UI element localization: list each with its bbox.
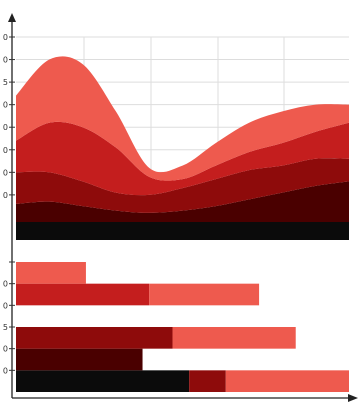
area-y-tick-label: 0 <box>3 191 8 200</box>
area-series-4 <box>16 121 349 196</box>
bar-segment-row-1-series-5 <box>225 370 349 392</box>
area-series-5 <box>16 56 349 181</box>
bar-category-label: 0 <box>3 345 8 354</box>
area-y-tick-label: 0 <box>3 146 8 155</box>
bar-segment-row-5-series-4 <box>16 283 150 306</box>
bar-segment-row-6-series-5 <box>16 262 86 284</box>
y-axis-arrow-icon <box>8 13 16 22</box>
area-series-3 <box>16 158 349 213</box>
area-chart-series <box>16 56 349 240</box>
bar-segment-row-5-series-5 <box>149 283 260 306</box>
bar-chart-bars <box>16 262 349 392</box>
area-series-1 <box>16 221 349 240</box>
tick-labels: 0 0 0 0 0 5 0 0 0 0 5 0 0 <box>3 33 15 375</box>
area-y-tick-label: 0 <box>3 123 8 132</box>
bar-category-label: 0 <box>3 301 8 310</box>
bar-segment-row-3-series-3 <box>16 327 173 349</box>
bar-category-label: 5 <box>3 323 8 332</box>
x-axis-arrow-icon <box>348 394 358 402</box>
bar-segment-row-1-series-3 <box>189 370 226 392</box>
chart-axes <box>8 13 358 402</box>
bar-segment-row-1-series-1 <box>16 370 190 392</box>
area-y-tick-label: 0 <box>3 56 8 65</box>
area-y-tick-label: 0 <box>3 168 8 177</box>
area-series-2 <box>16 181 349 222</box>
area-y-tick-label: 0 <box>3 101 8 110</box>
bar-segment-row-2-series-2 <box>16 348 143 371</box>
area-y-tick-label: 0 <box>3 33 8 42</box>
bar-category-label: 0 <box>3 366 8 375</box>
area-y-tick-label: 5 <box>3 78 8 87</box>
bar-segment-row-3-series-5 <box>172 327 296 349</box>
bar-category-label: 0 <box>3 280 8 289</box>
